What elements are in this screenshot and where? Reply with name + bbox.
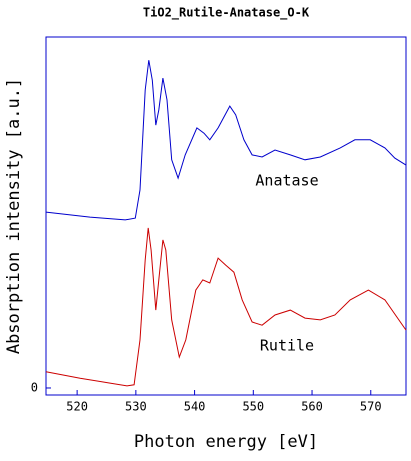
x-axis-label: Photon energy [eV]	[134, 432, 318, 452]
x-tick-label: 560	[301, 400, 323, 414]
chart-title: TiO2_Rutile-Anatase_O-K	[143, 6, 310, 21]
x-tick-label: 540	[184, 400, 206, 414]
y-axis-label: Absorption intensity [a.u.]	[4, 78, 24, 354]
x-tick-label: 520	[66, 400, 88, 414]
plot-frame	[45, 36, 407, 396]
x-tick-label: 550	[242, 400, 264, 414]
y-tick-label: 0	[31, 380, 38, 394]
series-label: Rutile	[260, 337, 314, 355]
series-label: Anatase	[255, 172, 318, 190]
line-series	[45, 60, 407, 221]
x-tick-label: 530	[125, 400, 147, 414]
x-tick-label: 570	[360, 400, 382, 414]
line-series	[45, 227, 407, 387]
